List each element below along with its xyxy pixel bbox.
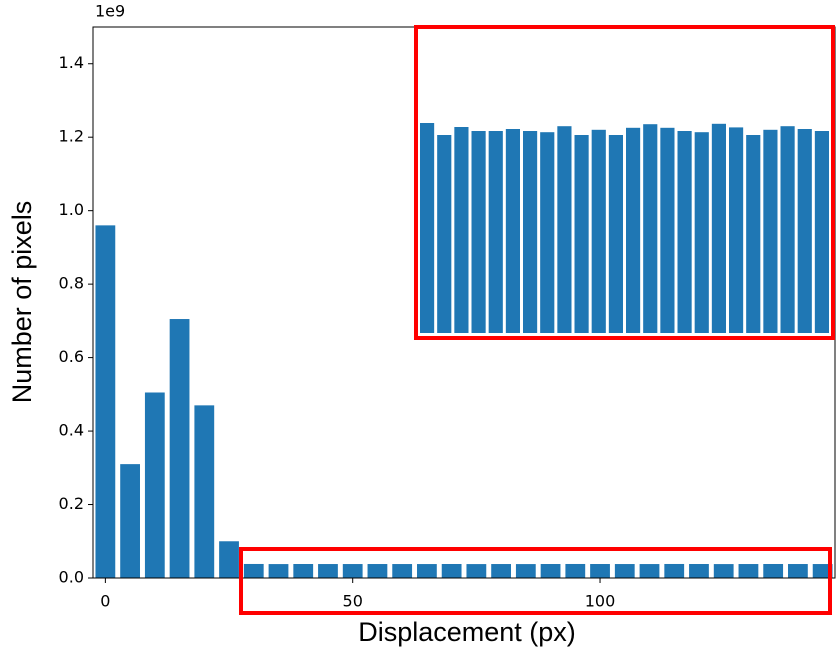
inset-bar [660, 127, 675, 333]
y-tick-label: 1.2 [59, 127, 84, 146]
inset-highlight [414, 25, 835, 340]
bar [318, 564, 338, 578]
bar [120, 464, 140, 578]
bar [268, 564, 289, 578]
inset-bar [643, 124, 658, 333]
x-tick-label: 50 [343, 592, 363, 611]
inset-bar [763, 129, 778, 333]
inset-bar [814, 131, 829, 333]
bar [590, 564, 610, 578]
inset-bar [574, 135, 589, 333]
inset-bar [746, 135, 761, 333]
bar [689, 564, 709, 578]
inset-bar [608, 135, 623, 333]
y-tick-label: 1.0 [59, 200, 84, 219]
bar [466, 564, 487, 578]
inset-bar [797, 129, 812, 333]
bar [243, 563, 264, 578]
bar [417, 564, 437, 578]
bar [367, 564, 388, 578]
bar [441, 563, 462, 578]
inset-bar [677, 131, 692, 333]
bar [144, 392, 165, 578]
inset-bar [420, 123, 435, 333]
x-tick-label: 100 [585, 592, 616, 611]
bar [515, 564, 536, 578]
inset-bar [557, 126, 572, 333]
y-tick-label: 0.4 [59, 421, 84, 440]
bar [392, 564, 413, 578]
bar [219, 541, 239, 578]
y-tick-label: 0.8 [59, 274, 84, 293]
inset-bar [471, 131, 486, 333]
inset-bar [729, 127, 744, 334]
bar [194, 405, 215, 578]
y-axis-label: Number of pixels [7, 201, 37, 404]
bar [342, 564, 363, 578]
inset-bar [454, 127, 469, 333]
bar [812, 564, 833, 578]
y-tick-label: 0.6 [59, 347, 84, 366]
bar [738, 564, 759, 578]
inset-bar [694, 132, 709, 333]
y-tick-label: 0.0 [59, 568, 84, 587]
inset-bar [711, 123, 726, 333]
inset-bar [523, 131, 538, 333]
bar [565, 563, 586, 578]
bar [614, 564, 635, 578]
inset-bar [488, 131, 503, 333]
bar [763, 563, 784, 578]
inset-bar [780, 126, 795, 333]
inset-bar [505, 129, 520, 333]
y-tick-label: 1.4 [59, 53, 84, 72]
bar [169, 319, 190, 578]
y-tick-label: 0.2 [59, 494, 84, 513]
bar [540, 564, 561, 578]
bar [713, 564, 734, 578]
inset-bar [540, 132, 555, 333]
inset-bar [591, 129, 606, 333]
bar [491, 564, 511, 578]
x-tick-label: 0 [100, 592, 110, 611]
range-highlight [239, 547, 832, 615]
bar [664, 563, 685, 578]
bar [293, 564, 314, 578]
inset-bar [626, 127, 641, 333]
x-axis-label: Displacement (px) [358, 617, 576, 647]
bar [639, 564, 660, 578]
inset-bar [437, 135, 452, 333]
bar [95, 225, 116, 579]
y-scale-label: 1e9 [95, 2, 125, 21]
bar [788, 564, 808, 578]
